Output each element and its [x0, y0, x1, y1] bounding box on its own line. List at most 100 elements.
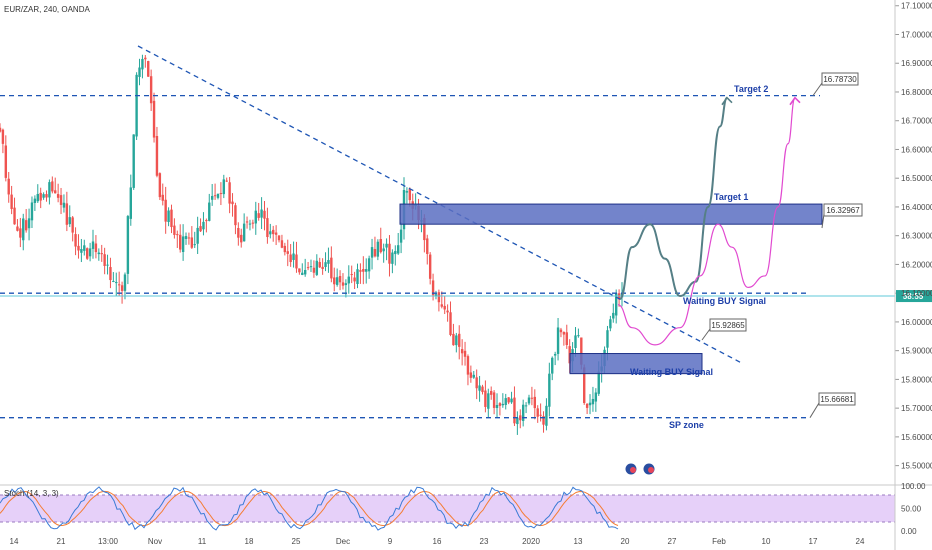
- candle-body: [179, 234, 182, 250]
- candle-body: [7, 178, 10, 195]
- candle-body: [431, 280, 435, 296]
- candle-body: [385, 243, 388, 248]
- y-tick-label-16: 15.50000: [901, 462, 932, 471]
- candle-body: [292, 253, 295, 260]
- callout-box: [821, 72, 859, 86]
- candle-body: [580, 337, 583, 365]
- x-tick-label-12: 13: [574, 537, 583, 546]
- candle-body: [272, 229, 275, 235]
- candle-body: [120, 285, 124, 291]
- candle-body: [373, 249, 377, 257]
- current-price-tag: [896, 290, 932, 303]
- x-tick-label-13: 20: [621, 537, 630, 546]
- candle-body: [556, 327, 560, 354]
- candle-body: [475, 377, 478, 389]
- candle-body: [545, 405, 548, 426]
- candle-body: [94, 243, 98, 253]
- candle-body: [115, 282, 118, 284]
- callout-target-2-value: 16.78730: [823, 75, 857, 84]
- x-tick-label-6: 25: [292, 537, 301, 546]
- projected-path-0: [619, 96, 728, 300]
- candle-body: [147, 61, 150, 77]
- projected-arrowhead-1: [789, 96, 801, 106]
- candle-body: [440, 304, 443, 307]
- candle-body: [280, 240, 284, 248]
- candle-body: [614, 293, 618, 316]
- candle-body: [74, 234, 77, 247]
- candle-body: [365, 269, 368, 272]
- candle-body: [498, 403, 502, 406]
- candle-body: [347, 276, 350, 284]
- candle-body: [295, 254, 298, 269]
- stoch-label: Stoch (14, 3, 3): [4, 489, 59, 498]
- candle-body: [306, 267, 310, 269]
- candle-body: [30, 202, 34, 221]
- current-price-label: 58:55: [903, 292, 924, 301]
- candle-body: [283, 245, 287, 253]
- candle-body: [536, 408, 539, 417]
- candle-body: [202, 221, 205, 230]
- candle-body: [394, 251, 397, 255]
- candle-body: [286, 251, 289, 254]
- symbol-label: EUR/ZAR, 240, OANDA: [4, 5, 90, 14]
- y-tick-label-13: 15.80000: [901, 375, 932, 384]
- candle-body: [245, 221, 249, 223]
- candle-body: [167, 210, 170, 223]
- candle-body: [266, 218, 269, 238]
- candle-body: [158, 173, 162, 198]
- candle-body: [321, 266, 324, 269]
- candle-body: [237, 227, 240, 238]
- callout-box: [818, 392, 856, 406]
- y-tick-label-1: 17.00000: [901, 30, 932, 39]
- candle-body: [428, 254, 432, 279]
- candle-body: [0, 127, 2, 132]
- candle-body: [606, 330, 609, 348]
- candle-body: [585, 403, 589, 408]
- callout-box: [709, 318, 747, 332]
- candle-body: [609, 319, 612, 329]
- candle-body: [54, 190, 57, 194]
- candle-body: [231, 201, 234, 205]
- callout-waiting-buy-value: 15.92865: [711, 321, 745, 330]
- candle-body: [519, 415, 522, 421]
- candle-body: [85, 248, 89, 259]
- candle-body: [396, 245, 400, 254]
- y-tick-label-9: 16.20000: [901, 260, 932, 269]
- candle-body: [56, 194, 60, 198]
- candle-body: [132, 134, 135, 188]
- candle-body: [469, 372, 473, 378]
- candle-body: [219, 193, 223, 195]
- candle-body: [460, 349, 464, 354]
- candle-body: [48, 182, 51, 198]
- y-tick-label-12: 15.90000: [901, 347, 932, 356]
- candle-body: [13, 207, 16, 225]
- candle-body: [588, 402, 592, 406]
- candle-body: [161, 194, 164, 201]
- callout-sp-zone-value: 15.66681: [820, 395, 854, 404]
- candle-body: [68, 217, 71, 225]
- candle-body: [240, 234, 243, 243]
- candle-body: [103, 254, 106, 266]
- candle-body: [521, 404, 525, 421]
- candle-body: [45, 194, 48, 198]
- candle-body: [426, 238, 429, 254]
- candle-body: [59, 195, 63, 205]
- candle-body: [330, 257, 333, 279]
- callout-box: [823, 203, 863, 217]
- candle-body: [176, 234, 179, 236]
- stoch-d-line: [0, 490, 619, 527]
- candle-body: [19, 228, 22, 238]
- event-icon-accent: [630, 467, 636, 473]
- stoch-k-line: [0, 486, 619, 531]
- candle-body: [22, 218, 25, 241]
- candle-body: [205, 220, 208, 222]
- candle-body: [10, 194, 13, 209]
- candle-body: [39, 192, 42, 201]
- x-tick-label-0: 14: [10, 537, 19, 546]
- candle-body: [144, 57, 147, 60]
- candle-body: [472, 374, 475, 378]
- candle-body: [149, 76, 153, 104]
- candle-body: [487, 393, 490, 409]
- candle-body: [356, 269, 359, 284]
